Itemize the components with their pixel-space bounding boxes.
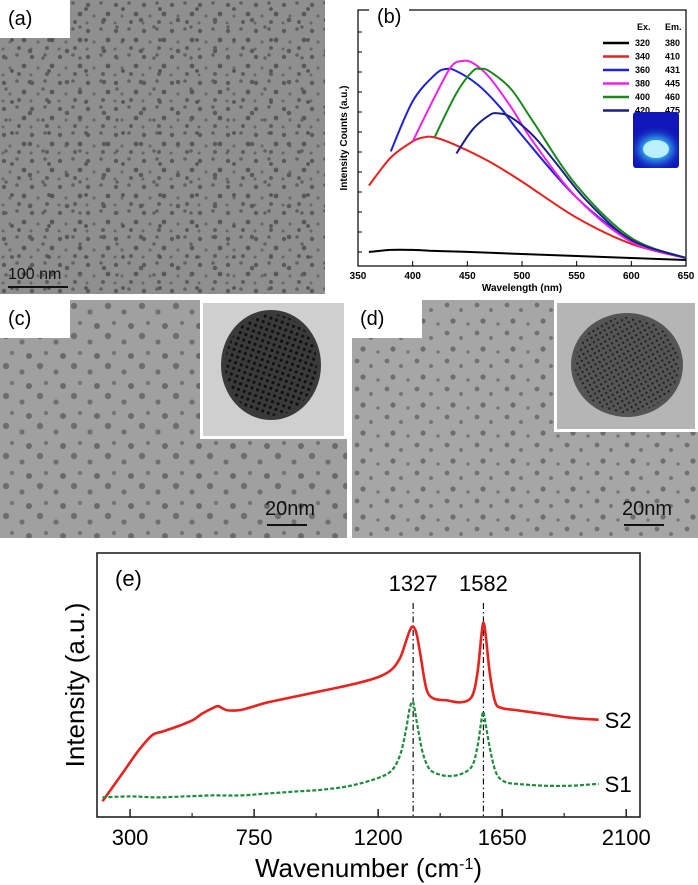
- raman-peak-label-1582: 1582: [459, 571, 508, 596]
- pl-curve-ex-380: [411, 59, 687, 259]
- panel-c-hrtem-inset: [200, 300, 347, 439]
- pl-legend-header-em: Em.: [665, 22, 682, 32]
- pl-legend-em-420: 475: [665, 106, 680, 116]
- panel-c-scalebar: [267, 524, 307, 526]
- panel-c-label: (c): [0, 300, 70, 338]
- panel-d-hrtem-inset: [554, 300, 698, 432]
- pl-curve-ex-420: [455, 112, 687, 259]
- panel-a-label: (a): [0, 0, 70, 38]
- raman-ylabel: Intensity (a.u.): [60, 603, 90, 768]
- raman-xlabel-close: ): [473, 853, 482, 883]
- pl-legend-header-ex: Ex.: [637, 22, 651, 32]
- raman-series-label-S2: S2: [605, 708, 632, 733]
- pl-legend-ex-380: 380: [635, 79, 650, 89]
- pl-legend-ex-400: 400: [635, 92, 650, 102]
- raman-xtick-label-750: 750: [236, 825, 273, 850]
- pl-legend-em-380: 445: [665, 79, 680, 89]
- panel-a-scalebar-label: 100 nm: [8, 266, 62, 283]
- raman-chart-svg: (e) 300 750 1200 1650 2100 Wavenumber (cm-1) In…: [60, 552, 651, 883]
- pl-legend-ex-340: 340: [635, 52, 650, 62]
- pl-curve-ex-320: [368, 248, 687, 261]
- panel-b-pl-chart: 350 400 450 500 550 600 650 Wavelength (nm) Inte…: [325, 0, 698, 300]
- pl-legend-ex-360: 360: [635, 65, 650, 75]
- uv-vial-photo: [633, 112, 679, 168]
- pl-xtick-label-600: 600: [623, 271, 640, 282]
- pl-xtick-label-450: 450: [459, 271, 476, 282]
- hrtem-d-lattice: [571, 313, 683, 417]
- pl-xlabel: Wavelength (nm): [482, 283, 562, 294]
- panel-a-scalebar: [8, 286, 68, 288]
- raman-peak-label-1327: 1327: [389, 571, 438, 596]
- raman-curve-S1: [102, 700, 599, 799]
- panel-e-label: (e): [115, 566, 142, 591]
- pl-legend-em-400: 460: [665, 92, 680, 102]
- raman-xtick-label-1650: 1650: [478, 825, 527, 850]
- raman-xtick-label-1200: 1200: [354, 825, 403, 850]
- panel-c-tem-image: (c) 20nm: [0, 300, 347, 538]
- raman-xlabel: Wavenumber (cm-1): [255, 853, 482, 883]
- panel-e-raman-chart: (e) 300 750 1200 1650 2100 Wavenumber (cm-1) In…: [0, 540, 698, 885]
- pl-legend-ex-420: 420: [635, 106, 650, 116]
- tem-a-particles: [0, 0, 325, 294]
- raman-curve-S2: [101, 621, 599, 802]
- pl-legend-ex-320: 320: [635, 38, 650, 48]
- pl-legend-em-360: 431: [665, 65, 680, 75]
- pl-xtick-label-500: 500: [514, 271, 531, 282]
- pl-xtick-label-350: 350: [350, 271, 367, 282]
- panel-d-scalebar-label: 20nm: [622, 498, 673, 520]
- vial-glow: [643, 140, 669, 158]
- pl-curve-ex-400: [433, 67, 687, 259]
- raman-xtick-label-300: 300: [112, 825, 149, 850]
- panel-a-tem-image: (a) 100 nm: [0, 0, 325, 294]
- pl-legend-em-320: 380: [665, 38, 680, 48]
- pl-chart-svg: 350 400 450 500 550 600 650 Wavelength (nm) Inte…: [339, 9, 695, 294]
- pl-xtick-label-650: 650: [678, 271, 695, 282]
- panel-d-scalebar: [624, 524, 664, 526]
- panel-c-scalebar-label: 20nm: [265, 498, 316, 520]
- raman-xtick-label-2100: 2100: [602, 825, 651, 850]
- pl-ylabel: Intensity Counts (a.u.): [339, 86, 350, 191]
- hrtem-c-lattice: [221, 310, 321, 420]
- panel-d-label: (d): [352, 300, 422, 338]
- raman-series-label-S1: S1: [605, 772, 632, 797]
- pl-xtick-label-550: 550: [568, 271, 585, 282]
- raman-xlabel-superscript: -1: [459, 856, 473, 873]
- raman-plot-frame: [96, 552, 641, 818]
- pl-legend-em-340: 410: [665, 52, 680, 62]
- pl-curve-ex-340: [368, 135, 687, 259]
- panel-b-label: (b): [369, 0, 410, 34]
- panel-d-tem-image: (d) 20nm: [352, 300, 698, 538]
- pl-xtick-label-400: 400: [404, 271, 421, 282]
